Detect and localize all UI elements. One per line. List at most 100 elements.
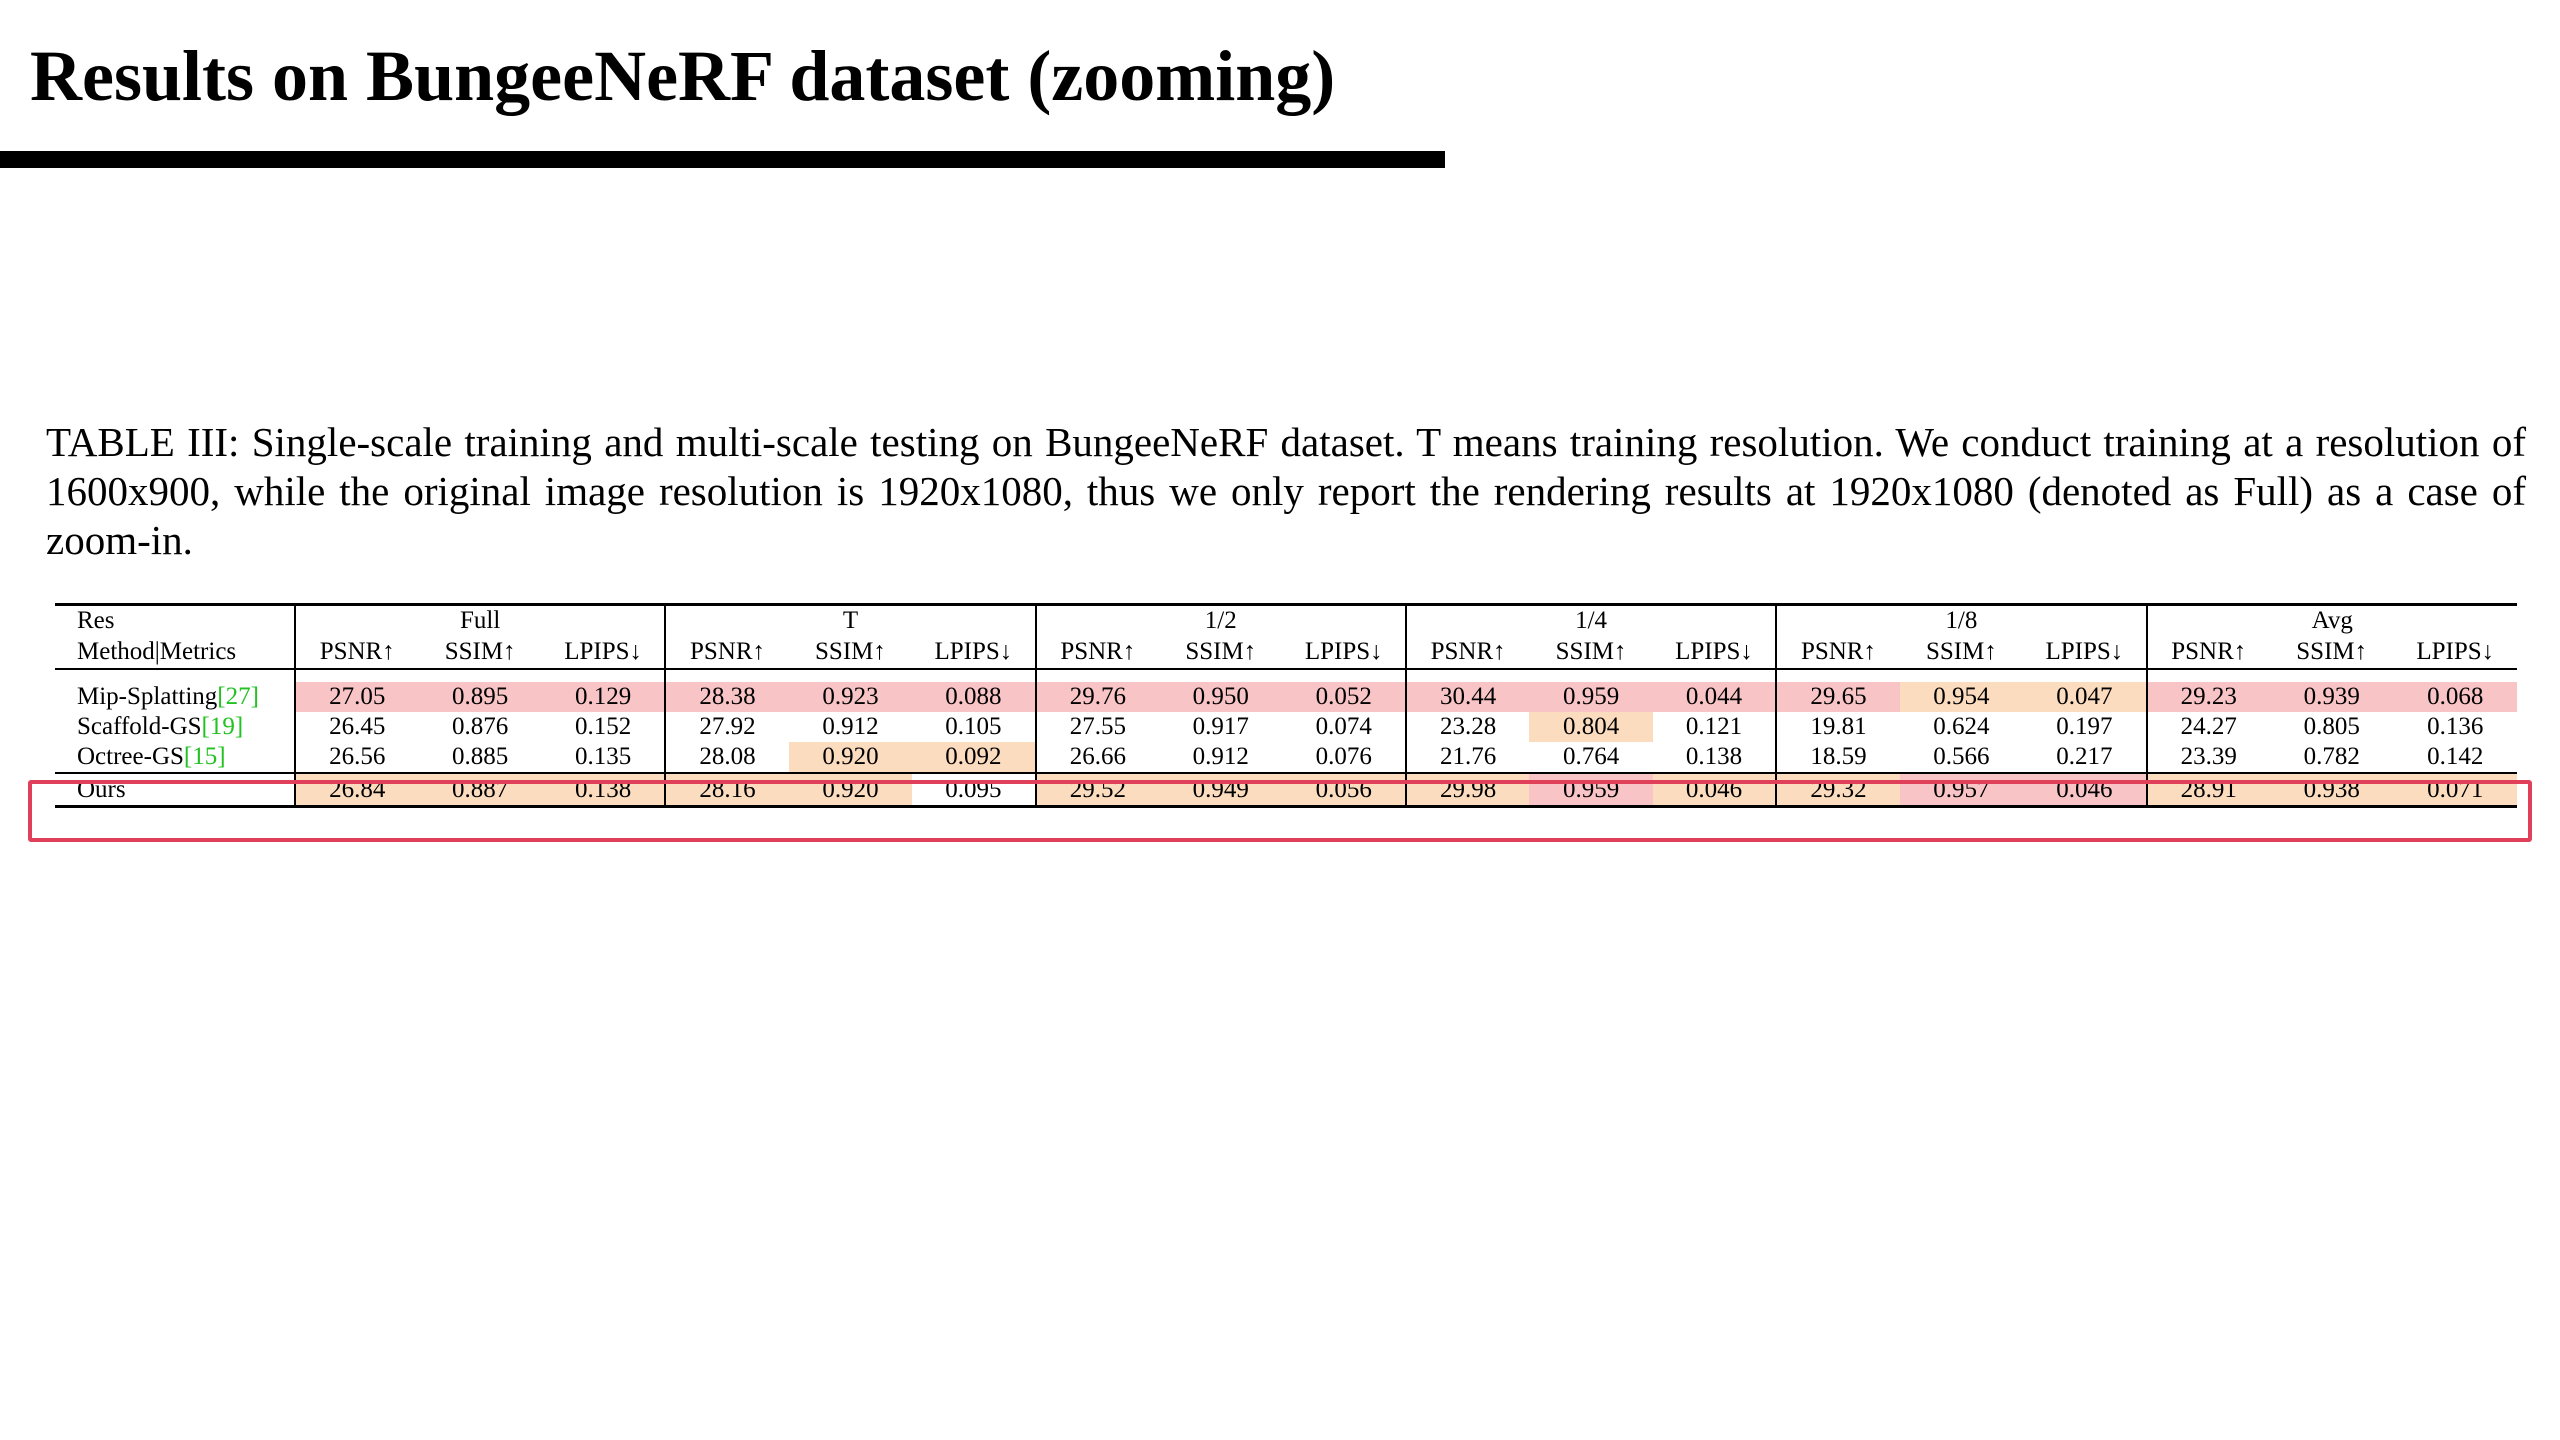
value-cell: 0.885 [452, 743, 509, 770]
value-cell: 0.047 [2023, 682, 2147, 712]
value-cell: 0.046 [1652, 772, 1777, 808]
header-metric: LPIPS↓ [1652, 636, 1777, 670]
header-metric: PSNR↑ [293, 636, 419, 670]
value-cell: 0.197 [2056, 713, 2113, 740]
citation-link[interactable]: [19] [201, 713, 244, 740]
value-cell: 0.052 [1282, 682, 1406, 712]
method-label: Ours [77, 776, 126, 803]
value-cell: 28.91 [2145, 772, 2270, 808]
method-label: Mip-Splatting [77, 683, 218, 710]
value-cell: 29.98 [1404, 772, 1530, 808]
table-row: Scaffold-GS[19] 26.45 0.876 0.152 27.92 0.912… [55, 712, 2517, 742]
value-cell: 0.950 [1159, 682, 1283, 712]
header-metric: SSIM↑ [1529, 636, 1653, 670]
value-cell: 27.92 [664, 712, 789, 742]
header-metric: LPIPS↓ [912, 636, 1036, 670]
method-name: Ours [55, 772, 295, 808]
value-cell: 0.805 [2303, 713, 2360, 740]
value-cell: 29.52 [1034, 772, 1160, 808]
value-cell: 0.138 [1685, 743, 1743, 770]
value-cell: 0.092 [912, 742, 1036, 773]
value-cell: 0.074 [1315, 713, 1372, 740]
value-cell: 0.105 [945, 713, 1002, 740]
table-caption: TABLE III: Single-scale training and mul… [46, 419, 2526, 563]
table-row: Mip-Splatting[27] 27.05 0.895 0.129 28.38 0.9… [55, 682, 2517, 712]
header-metric: LPIPS↓ [541, 636, 666, 670]
value-cell: 0.782 [2303, 743, 2360, 770]
header-metric: SSIM↑ [2270, 636, 2394, 670]
header-metric: PSNR↑ [1775, 636, 1900, 670]
header-metric: SSIM↑ [1159, 636, 1283, 670]
header-metric: PSNR↑ [1034, 636, 1160, 670]
header-res: Res [55, 603, 295, 636]
header-group: Avg [2145, 603, 2517, 636]
value-cell: 0.046 [2023, 772, 2147, 808]
value-cell: 18.59 [1775, 742, 1900, 773]
value-cell: 28.16 [664, 772, 789, 808]
header-group: 1/8 [1775, 603, 2147, 636]
header-method-metrics: Method|Metrics [55, 636, 295, 670]
method-name: Octree-GS[15] [55, 742, 295, 773]
value-cell: 0.959 [1529, 682, 1653, 712]
value-cell: 21.76 [1404, 742, 1530, 773]
value-cell: 0.136 [2427, 713, 2484, 740]
value-cell: 0.217 [2056, 743, 2113, 770]
value-cell: 0.068 [2393, 682, 2517, 712]
value-cell: 23.39 [2145, 742, 2270, 773]
value-cell: 0.804 [1529, 712, 1653, 742]
value-cell: 0.923 [788, 682, 913, 712]
value-cell: 0.566 [1933, 743, 1990, 770]
value-cell: 0.152 [574, 713, 632, 740]
value-cell: 27.55 [1034, 712, 1160, 742]
value-cell: 29.32 [1775, 772, 1900, 808]
value-cell: 29.65 [1775, 682, 1900, 712]
header-metric: LPIPS↓ [2023, 636, 2147, 670]
header-metric: LPIPS↓ [1282, 636, 1406, 670]
results-table: Res Full T 1/2 1/4 1/8 Avg Method|Metrics PSN… [55, 603, 2517, 808]
header-metric: SSIM↑ [788, 636, 913, 670]
value-cell: 0.056 [1282, 772, 1406, 808]
value-cell: 0.957 [1899, 772, 2024, 808]
value-cell: 0.938 [2270, 772, 2394, 808]
value-cell: 0.138 [541, 772, 666, 808]
value-cell: 0.949 [1159, 772, 1283, 808]
value-cell: 0.954 [1899, 682, 2024, 712]
value-cell: 26.56 [293, 742, 419, 773]
value-cell: 0.920 [788, 742, 913, 773]
table-row: Ours 26.84 0.887 0.138 28.16 0.920 0.095 29.52 0… [55, 772, 2517, 808]
value-cell: 0.939 [2270, 682, 2394, 712]
value-cell: 0.624 [1933, 713, 1990, 740]
value-cell: 26.45 [293, 712, 419, 742]
value-cell: 0.887 [418, 772, 542, 808]
value-cell: 0.912 [1192, 743, 1249, 770]
method-name: Mip-Splatting[27] [55, 682, 295, 712]
header-group: 1/4 [1404, 603, 1777, 636]
value-cell: 23.28 [1404, 712, 1530, 742]
header-group: 1/2 [1034, 603, 1406, 636]
value-cell: 0.959 [1529, 772, 1653, 808]
value-cell: 0.129 [541, 682, 666, 712]
value-cell: 0.920 [788, 772, 913, 808]
header-group: T [664, 603, 1036, 636]
value-cell: 0.876 [452, 713, 509, 740]
header-metric: SSIM↑ [418, 636, 542, 670]
value-cell: 0.044 [1652, 682, 1777, 712]
value-cell: 19.81 [1775, 712, 1900, 742]
method-name: Scaffold-GS[19] [55, 712, 295, 742]
value-cell: 0.912 [822, 713, 879, 740]
value-cell: 0.071 [2393, 772, 2517, 808]
value-cell: 0.917 [1192, 713, 1249, 740]
citation-link[interactable]: [27] [217, 683, 259, 710]
value-cell: 0.895 [418, 682, 542, 712]
method-label: Scaffold-GS [77, 713, 202, 740]
header-metric: PSNR↑ [1404, 636, 1530, 670]
value-cell: 0.076 [1315, 743, 1372, 770]
citation-link[interactable]: [15] [183, 743, 226, 770]
header-group: Full [293, 603, 666, 636]
value-cell: 0.764 [1562, 743, 1620, 770]
value-cell: 0.142 [2427, 743, 2484, 770]
header-metric: LPIPS↓ [2393, 636, 2517, 670]
value-cell: 0.095 [912, 772, 1036, 808]
value-cell: 29.76 [1034, 682, 1160, 712]
value-cell: 0.135 [574, 743, 632, 770]
